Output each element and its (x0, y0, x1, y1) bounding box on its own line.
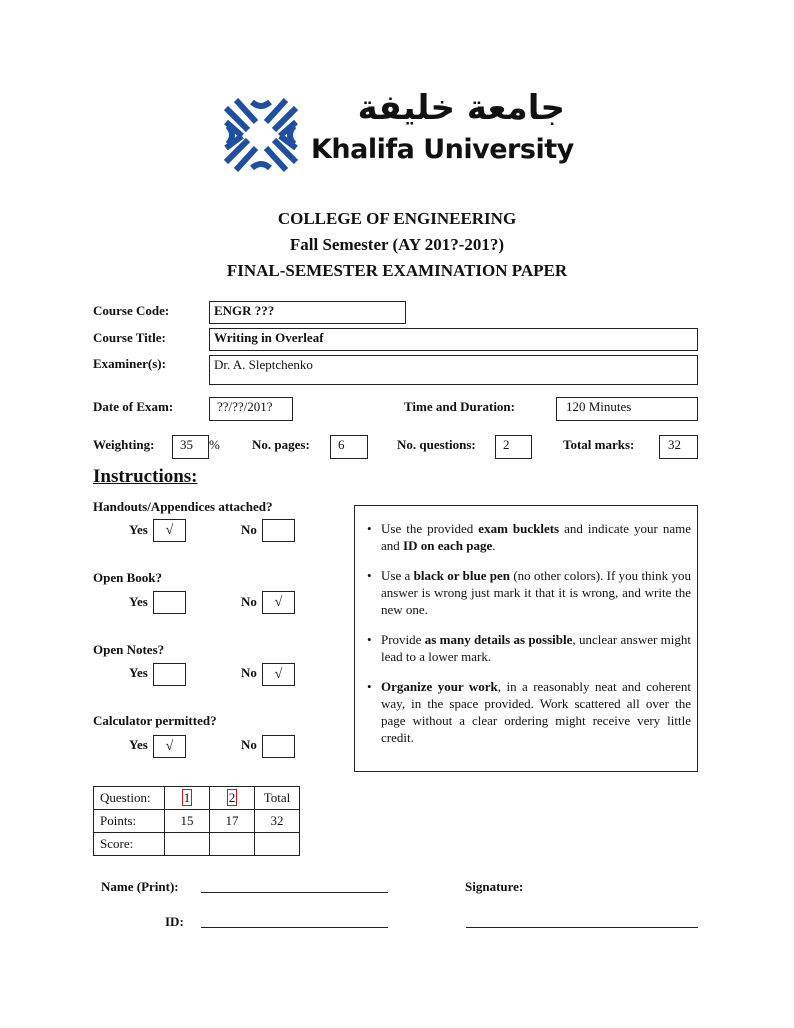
question-link[interactable]: 1 (181, 789, 193, 806)
logo-university-name: Khalifa University (311, 134, 574, 165)
open-notes-yes-checkbox[interactable] (153, 663, 186, 686)
pages-label: No. pages: (252, 437, 310, 452)
calculator-yes-checkbox[interactable]: √ (153, 735, 186, 758)
total-header: Total (254, 786, 300, 810)
instruction-item: Organize your work, in a reasonably neat… (365, 678, 691, 746)
marks-field[interactable]: 32 (659, 435, 698, 459)
points-cell: 17 (209, 809, 255, 833)
open-notes-no-label: No (241, 665, 257, 680)
open-book-question: Open Book? (93, 570, 162, 585)
handouts-no-checkbox[interactable] (262, 519, 295, 542)
signature-line[interactable] (466, 927, 698, 928)
pages-field[interactable]: 6 (330, 435, 368, 459)
date-field[interactable]: ??/??/201? (209, 397, 293, 421)
handouts-yes-checkbox[interactable]: √ (153, 519, 186, 542)
percent-sign: % (209, 437, 220, 452)
open-book-no-label: No (241, 594, 257, 609)
university-logo (222, 96, 300, 178)
marks-label: Total marks: (563, 437, 635, 452)
instructions-box: Use the provided exam bucklets and indic… (354, 505, 698, 772)
duration-label: Time and Duration: (404, 399, 515, 414)
row-label: Score: (93, 832, 165, 856)
open-notes-yes-label: Yes (129, 665, 148, 680)
score-cell[interactable] (164, 832, 210, 856)
open-notes-no-checkbox[interactable]: √ (262, 663, 295, 686)
questions-label: No. questions: (397, 437, 476, 452)
handouts-no-label: No (241, 522, 257, 537)
instruction-item: Use the provided exam bucklets and indic… (365, 520, 691, 554)
points-cell: 32 (254, 809, 300, 833)
id-label: ID: (165, 914, 184, 929)
calculator-question: Calculator permitted? (93, 713, 217, 728)
name-label: Name (Print): (101, 879, 179, 894)
examiner-label: Examiner(s): (93, 356, 166, 371)
examiner-field[interactable]: Dr. A. Sleptchenko (209, 355, 698, 385)
course-title-field[interactable]: Writing in Overleaf (209, 328, 698, 351)
calculator-no-checkbox[interactable] (262, 735, 295, 758)
table-row: Score: (93, 832, 300, 856)
score-cell[interactable] (254, 832, 300, 856)
table-row: Points: 15 17 32 (93, 809, 300, 833)
instruction-item: Use a black or blue pen (no other colors… (365, 567, 691, 618)
open-book-yes-label: Yes (129, 594, 148, 609)
row-label: Question: (93, 786, 165, 810)
logo-arabic-text: جامعة خليفة (357, 88, 565, 128)
instruction-item: Provide as many details as possible, unc… (365, 631, 691, 665)
grade-table: Question: 1 2 Total Points: 15 17 32 Sco… (93, 786, 300, 856)
paper-heading: FINAL-SEMESTER EXAMINATION PAPER (226, 261, 568, 280)
date-label: Date of Exam: (93, 399, 174, 414)
name-line[interactable] (201, 892, 388, 893)
handouts-question: Handouts/Appendices attached? (93, 499, 273, 514)
course-code-field[interactable]: ENGR ??? (209, 301, 406, 324)
id-line[interactable] (201, 927, 388, 928)
open-book-yes-checkbox[interactable] (153, 591, 186, 614)
question-link[interactable]: 2 (226, 789, 238, 806)
open-book-no-checkbox[interactable]: √ (262, 591, 295, 614)
table-row: Question: 1 2 Total (93, 786, 300, 810)
weighting-label: Weighting: (93, 437, 155, 452)
logo-emblem-icon (223, 97, 299, 173)
course-code-label: Course Code: (93, 303, 170, 318)
college-heading: COLLEGE OF ENGINEERING (277, 209, 517, 228)
calculator-no-label: No (241, 737, 257, 752)
duration-field[interactable]: 120 Minutes (556, 397, 698, 421)
instructions-heading: Instructions: (93, 466, 198, 487)
course-title-label: Course Title: (93, 330, 166, 345)
open-notes-question: Open Notes? (93, 642, 165, 657)
semester-heading: Fall Semester (AY 201?-201?) (289, 235, 505, 254)
points-cell: 15 (164, 809, 210, 833)
signature-label: Signature: (465, 879, 524, 894)
row-label: Points: (93, 809, 165, 833)
handouts-yes-label: Yes (129, 522, 148, 537)
questions-field[interactable]: 2 (495, 435, 532, 459)
weighting-field[interactable]: 35 (172, 435, 209, 459)
calculator-yes-label: Yes (129, 737, 148, 752)
score-cell[interactable] (209, 832, 255, 856)
